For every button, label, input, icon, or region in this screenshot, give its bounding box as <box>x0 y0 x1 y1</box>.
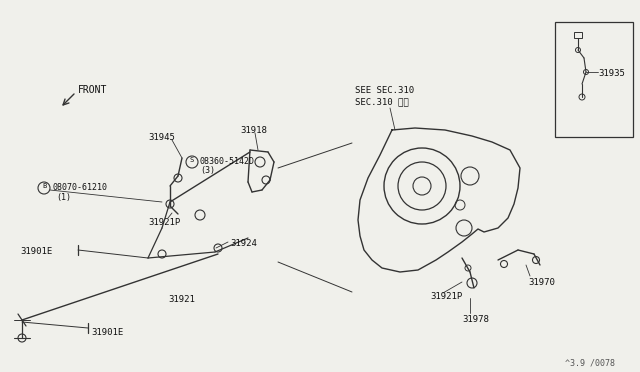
Text: 31921P: 31921P <box>148 218 180 227</box>
Text: SEE SEC.310: SEE SEC.310 <box>355 86 414 95</box>
Text: 31970: 31970 <box>528 278 555 287</box>
Text: 31901E: 31901E <box>20 247 52 256</box>
Text: 31921: 31921 <box>168 295 195 304</box>
Text: 31901E: 31901E <box>91 328 124 337</box>
Text: B: B <box>42 183 46 189</box>
Text: (1): (1) <box>56 193 71 202</box>
Text: 31945: 31945 <box>148 133 175 142</box>
Text: 08360-5142D: 08360-5142D <box>200 157 255 166</box>
Text: ^3.9 /0078: ^3.9 /0078 <box>565 358 615 367</box>
Text: S: S <box>190 157 194 163</box>
Text: 31924: 31924 <box>230 239 257 248</box>
Text: SEC.310 参照: SEC.310 参照 <box>355 97 409 106</box>
Text: 08070-61210: 08070-61210 <box>52 183 107 192</box>
Text: 31921P: 31921P <box>430 292 462 301</box>
Bar <box>555 22 633 137</box>
Text: 31978: 31978 <box>462 315 489 324</box>
Text: (3): (3) <box>200 166 215 175</box>
Text: 31918: 31918 <box>240 126 267 135</box>
Text: 31935: 31935 <box>598 69 625 78</box>
Text: FRONT: FRONT <box>78 85 108 95</box>
Bar <box>574 32 582 38</box>
